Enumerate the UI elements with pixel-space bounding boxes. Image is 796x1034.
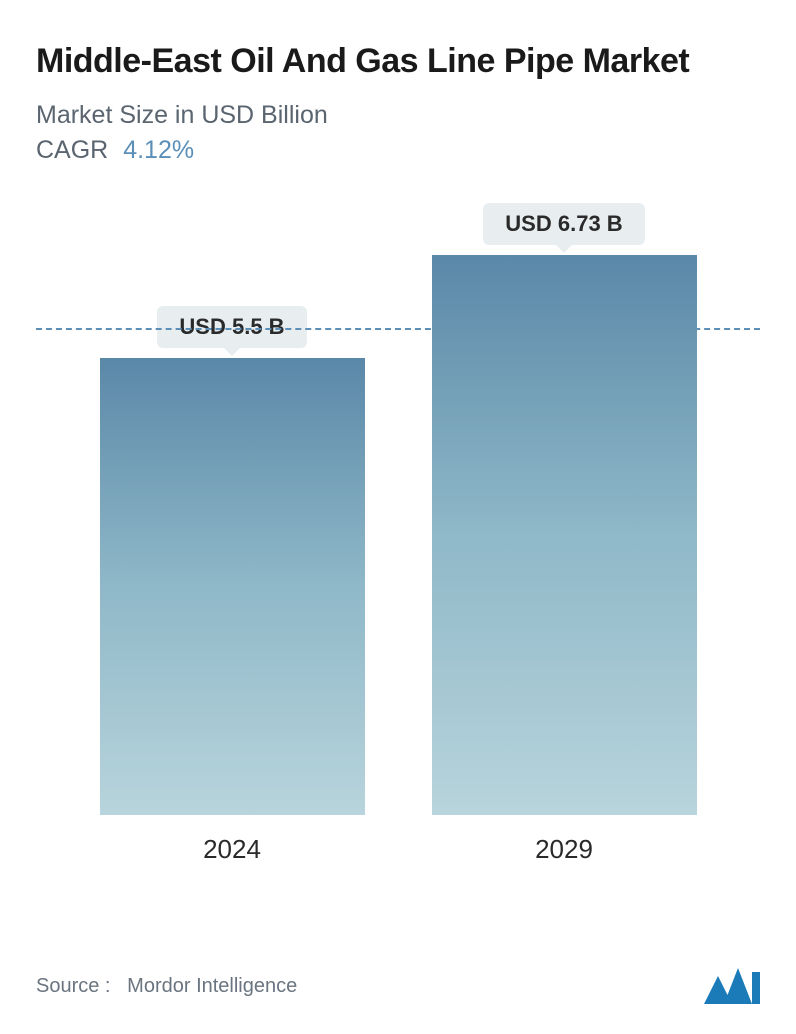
- chart-subtitle: Market Size in USD Billion: [36, 101, 760, 130]
- mordor-logo-icon: [704, 968, 760, 1004]
- chart-area: USD 5.5 B USD 6.73 B 2024 2029: [36, 225, 760, 865]
- source-value: Mordor Intelligence: [127, 975, 297, 997]
- bar: [100, 358, 365, 815]
- cagr-value: 4.12%: [123, 136, 194, 164]
- source-label: Source :: [36, 975, 110, 997]
- value-label: USD 5.5 B: [157, 306, 306, 348]
- bar-group-2029: USD 6.73 B: [432, 203, 697, 815]
- bars-container: USD 5.5 B USD 6.73 B: [36, 255, 760, 815]
- footer: Source : Mordor Intelligence: [36, 968, 760, 1004]
- value-label: USD 6.73 B: [483, 203, 644, 245]
- bar-group-2024: USD 5.5 B: [100, 306, 365, 815]
- cagr-row: CAGR 4.12%: [36, 136, 760, 165]
- cagr-label: CAGR: [36, 136, 108, 164]
- x-label: 2029: [432, 834, 697, 865]
- chart-title: Middle-East Oil And Gas Line Pipe Market: [36, 40, 760, 83]
- x-label: 2024: [100, 834, 365, 865]
- source-text: Source : Mordor Intelligence: [36, 975, 297, 998]
- bar: [432, 255, 697, 815]
- x-axis-labels: 2024 2029: [36, 834, 760, 865]
